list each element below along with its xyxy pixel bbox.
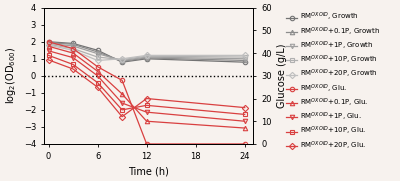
Y-axis label: Glucose (g/L): Glucose (g/L) (278, 44, 288, 108)
X-axis label: Time (h): Time (h) (128, 167, 169, 177)
Y-axis label: log$_2$(OD$_{600}$): log$_2$(OD$_{600}$) (4, 47, 18, 104)
Legend: RM$^{OXOID}$, Growth, RM$^{OXOID}$+0.1P, Growth, RM$^{OXOID}$+1P, Growth, RM$^{O: RM$^{OXOID}$, Growth, RM$^{OXOID}$+0.1P,… (284, 8, 383, 154)
